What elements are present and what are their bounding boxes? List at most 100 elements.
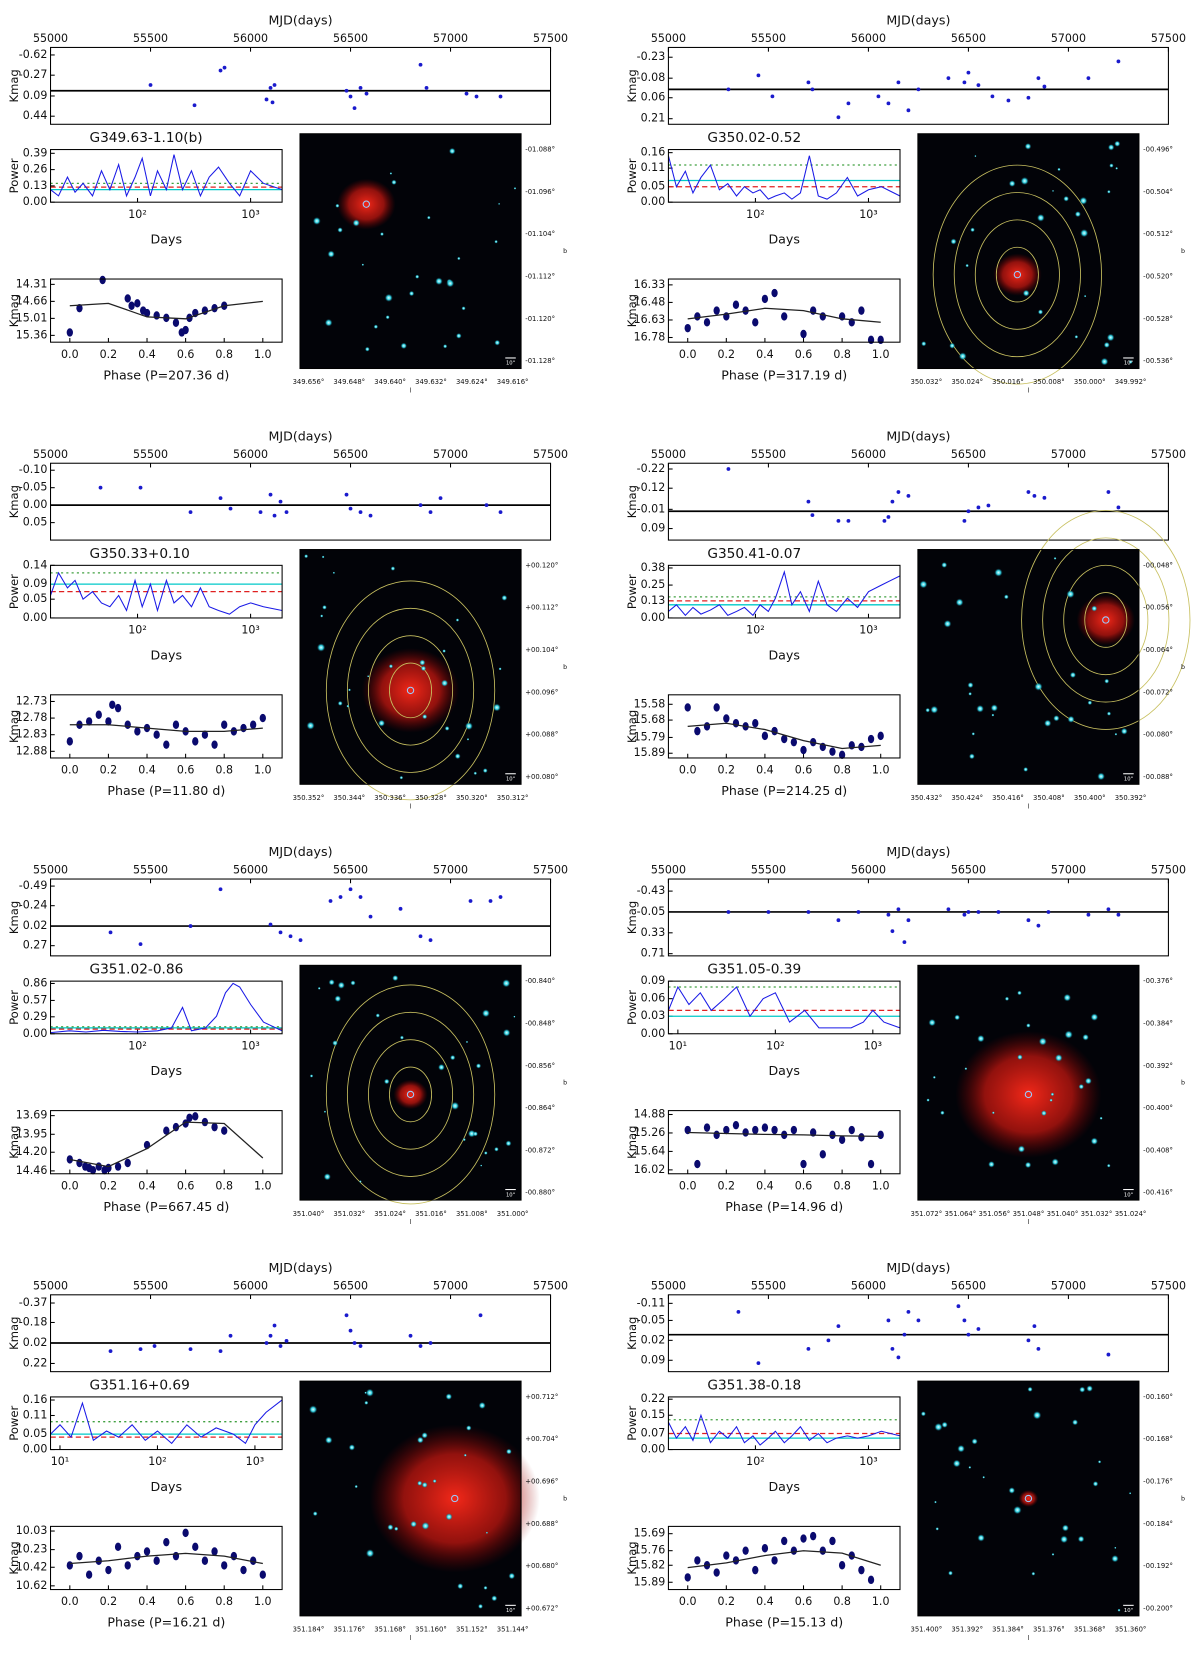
star [394, 1526, 399, 1532]
y-tick-label: 12.83 [16, 728, 48, 741]
x-tick-label: 0.2 [718, 348, 736, 361]
star [1023, 766, 1029, 772]
data-point [810, 513, 815, 517]
x-tick-label: 1.0 [872, 764, 890, 777]
star [958, 352, 967, 361]
data-point [192, 1112, 199, 1121]
source-marker [1013, 270, 1022, 279]
y-tick-label: -00.880° [525, 1189, 555, 1197]
data-point [138, 942, 143, 947]
data-point [328, 899, 333, 903]
data-point [186, 1113, 193, 1122]
data-point [240, 1565, 247, 1575]
data-point [478, 1313, 483, 1318]
star [1107, 144, 1115, 151]
y-tick-label: -00.168° [1143, 1435, 1173, 1443]
source-marker [451, 1494, 459, 1503]
star [1079, 196, 1088, 205]
x-tick-label: 350.024° [951, 378, 983, 386]
y-axis-label: Power [7, 1406, 21, 1441]
data-point [703, 318, 711, 327]
y-tick-label: -0.05 [637, 905, 666, 918]
x-axis-label: MJD(days) [886, 844, 950, 859]
data-point [848, 1125, 855, 1135]
x-tick-label: 55500 [133, 448, 168, 461]
contour [1084, 592, 1128, 648]
y-tick-label: 12.73 [16, 694, 48, 707]
data-point [418, 934, 423, 939]
data-point [800, 329, 807, 339]
x-tick-label: 351.040° [293, 1210, 325, 1218]
data-point [810, 87, 815, 92]
data-point [800, 745, 807, 755]
star [478, 1401, 486, 1409]
y-tick-label: 0.15 [641, 1408, 666, 1421]
x-tick-label: 57500 [533, 1279, 568, 1292]
data-point [344, 88, 349, 93]
data-point [498, 510, 503, 515]
star [323, 1173, 331, 1181]
data-point [270, 100, 275, 105]
x-tick-label: 351.072° [910, 1210, 942, 1218]
source-marker [1024, 1494, 1033, 1503]
x-tick-label: 55000 [33, 1279, 68, 1292]
y-axis-label: Kmag [7, 69, 21, 102]
data-point [1042, 84, 1047, 89]
data-point [498, 94, 503, 99]
star [977, 1034, 985, 1043]
data-point [211, 303, 218, 313]
x-tick-label: 351.384° [992, 1626, 1024, 1634]
data-point [338, 895, 343, 899]
star [364, 1391, 367, 1394]
data-point [713, 703, 720, 712]
star [466, 738, 470, 741]
data-point [464, 91, 469, 96]
data-point [806, 499, 811, 504]
data-point [163, 740, 170, 749]
y-tick-label: -0.23 [637, 50, 666, 63]
x-axis-label: Days [151, 1479, 183, 1494]
star [408, 290, 415, 297]
image-frame [917, 1380, 1140, 1617]
y-axis-label: Power [7, 990, 21, 1025]
image-frame [299, 133, 522, 370]
x-axis-label: l [410, 388, 412, 395]
x-axis-label: Phase (P=317.19 d) [721, 367, 847, 382]
data-point [201, 1556, 209, 1565]
data-point [790, 737, 798, 747]
y-tick-label: 0.00 [23, 1027, 48, 1040]
y-tick-label: 0.26 [23, 163, 48, 176]
star [1106, 1163, 1111, 1168]
data-point [298, 938, 303, 943]
star [442, 649, 446, 653]
y-axis-label: Power [625, 1406, 639, 1441]
star [974, 154, 977, 158]
data-point [250, 720, 257, 729]
data-point [867, 1575, 875, 1585]
data-point [890, 499, 895, 504]
data-point [1046, 910, 1051, 914]
x-tick-label: 1.0 [254, 348, 272, 361]
data-point [726, 467, 731, 471]
y-tick-label: 0.14 [23, 558, 48, 571]
data-point [114, 703, 122, 713]
y-tick-label: +00.680° [525, 1562, 558, 1570]
contour [1042, 537, 1170, 703]
star [943, 619, 952, 628]
star [391, 179, 397, 185]
star [965, 263, 969, 268]
y-tick-label: -0.08 [637, 71, 666, 84]
star [1104, 678, 1110, 684]
y-tick-label: -00.536° [1143, 357, 1173, 365]
scale-label: 10" [506, 1192, 515, 1198]
x-tick-label: 57500 [1151, 1279, 1186, 1292]
data-point [218, 496, 223, 501]
data-point [95, 1162, 102, 1171]
x-tick-label: 1.0 [254, 1595, 272, 1608]
data-point [358, 510, 363, 515]
star [921, 341, 927, 347]
y-tick-label: -0.49 [19, 879, 48, 892]
x-tick-label: 57000 [433, 1279, 468, 1292]
data-point [990, 94, 995, 99]
y-tick-label: 14.31 [16, 277, 48, 290]
